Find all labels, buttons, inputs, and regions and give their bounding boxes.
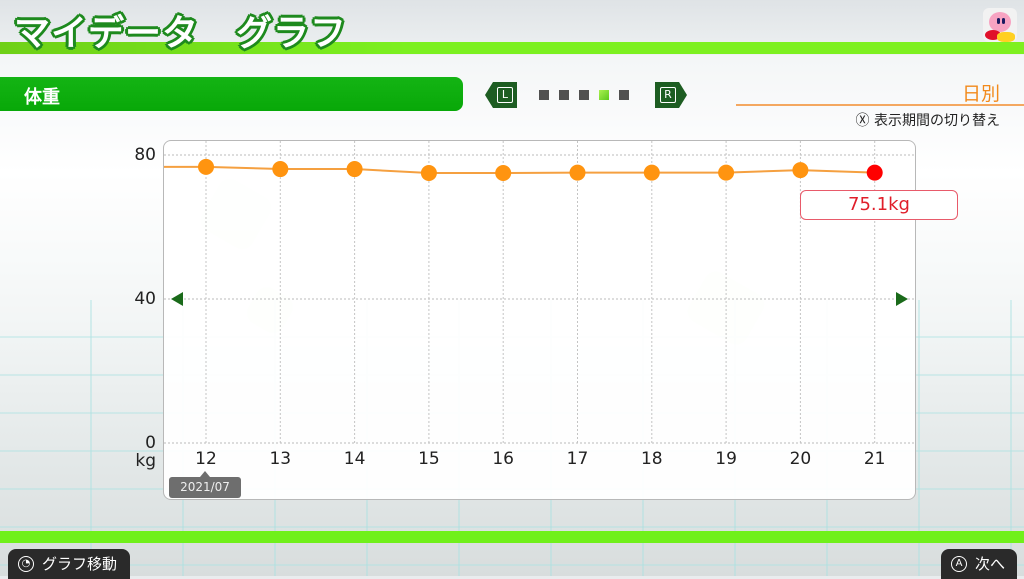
x-tick-label: 16 <box>492 449 514 469</box>
chart-grid <box>164 141 915 444</box>
x-tick-label: 12 <box>195 449 217 469</box>
x-tick-label: 15 <box>418 449 440 469</box>
period-toggle-label: 表示期間の切り替え <box>874 113 1000 129</box>
next-button[interactable]: A 次へ <box>941 549 1017 579</box>
weight-line <box>164 165 875 174</box>
kirby-avatar-icon[interactable] <box>983 8 1017 42</box>
selected-data-point[interactable] <box>866 164 883 181</box>
scroll-left-arrow-icon[interactable] <box>171 292 183 306</box>
data-point[interactable] <box>718 164 735 181</box>
data-point[interactable] <box>569 164 586 181</box>
period-toggle-hint[interactable]: Ⓧ 表示期間の切り替え <box>856 110 1000 130</box>
chart-panel <box>163 140 916 500</box>
l-stick-icon: ◔ <box>18 556 34 572</box>
x-tick-label: 13 <box>269 449 292 469</box>
graph-move-hint[interactable]: ◔ グラフ移動 <box>8 549 130 579</box>
prev-category-button[interactable]: L <box>485 82 517 108</box>
y-tick-80: 80 <box>134 145 156 165</box>
period-underline <box>736 104 1024 106</box>
y-tick-40: 40 <box>134 289 156 309</box>
data-point[interactable] <box>272 161 289 178</box>
title-stripe <box>0 42 1024 54</box>
data-point[interactable] <box>198 158 214 175</box>
page-dot <box>579 90 589 100</box>
bottom-stripe <box>0 531 1024 543</box>
category-label: 体重 <box>24 87 60 108</box>
x-tick-label: 18 <box>640 449 663 469</box>
month-tag: 2021/07 <box>169 471 241 498</box>
x-tick-label: 20 <box>789 449 812 469</box>
a-button-icon: A <box>951 556 967 572</box>
data-point[interactable] <box>792 162 809 179</box>
next-label: 次へ <box>975 555 1006 573</box>
l-button-icon: L <box>497 87 513 103</box>
x-button-icon: Ⓧ <box>855 113 870 129</box>
page-dot-active <box>599 90 609 100</box>
graph-move-label: グラフ移動 <box>42 555 118 573</box>
page-title: マイデータ グラフ <box>14 13 348 54</box>
data-point[interactable] <box>643 164 660 181</box>
x-tick-label: 17 <box>566 449 589 469</box>
page-dot <box>619 90 629 100</box>
y-unit-label: kg <box>135 451 156 471</box>
scroll-right-arrow-icon[interactable] <box>896 292 908 306</box>
r-button-icon: R <box>660 87 676 103</box>
x-tick-label: 21 <box>863 449 886 469</box>
category-bar: 体重 <box>0 77 463 111</box>
page-dot <box>539 90 549 100</box>
selected-value-callout: 75.1kg <box>800 190 958 220</box>
data-point[interactable] <box>346 161 363 178</box>
data-points <box>198 158 883 181</box>
data-point[interactable] <box>420 165 437 181</box>
period-label: 日別 <box>961 83 1000 105</box>
y-tick-0: 0 <box>145 433 156 453</box>
page-indicator <box>539 90 629 100</box>
x-tick-label: 14 <box>343 449 366 469</box>
x-tick-label: 19 <box>715 449 737 469</box>
page-dot <box>559 90 569 100</box>
data-point[interactable] <box>495 165 512 181</box>
